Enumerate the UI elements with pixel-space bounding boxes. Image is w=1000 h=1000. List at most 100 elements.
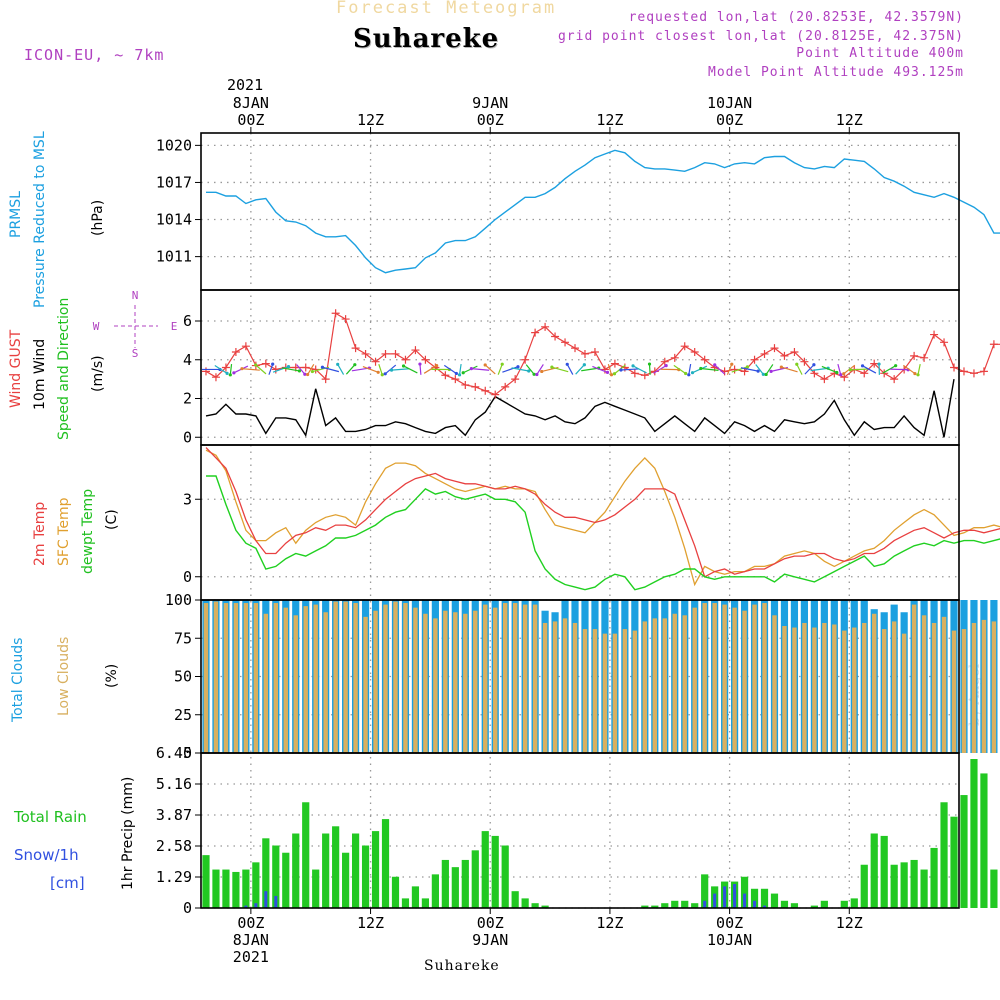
temp-2m-line <box>205 447 1000 578</box>
wind-arrow-head <box>913 371 917 376</box>
y-tick-label: 1.29 <box>156 868 192 886</box>
dewpt-temp-line <box>206 475 1000 591</box>
y-tick-label: 3.87 <box>156 806 192 824</box>
wind-direction-arrow <box>902 364 916 375</box>
wind-arrow-head <box>228 373 232 377</box>
rain-bar <box>481 831 489 908</box>
wind-direction-arrow <box>345 364 356 375</box>
wind-arrow-head <box>336 362 340 366</box>
low-cloud-bar <box>911 604 917 753</box>
wind-direction-arrow <box>229 363 233 375</box>
wind-direction-arrow <box>391 368 410 371</box>
wind-arrow-head <box>303 372 307 376</box>
wind-direction-arrow <box>419 363 422 375</box>
snow-bar <box>763 905 767 908</box>
wind-direction-arrow <box>821 365 838 374</box>
rain-bar <box>431 874 439 908</box>
wind-direction-arrow <box>796 364 803 375</box>
gust-marker <box>930 330 939 339</box>
wind-direction-arrow <box>592 365 608 373</box>
low-cloud-bar <box>433 618 438 753</box>
rain-bar <box>691 903 699 908</box>
wind-direction-arrow <box>688 363 692 375</box>
rain-bar <box>491 835 499 908</box>
snow-bar <box>703 900 707 908</box>
bottom-tick-label: 00Z 8JAN 2021 <box>232 914 269 966</box>
wind-direction-arrow <box>837 363 842 375</box>
wind-direction-arrow <box>566 364 574 375</box>
rain-bar <box>780 900 789 908</box>
rain-bar <box>521 898 529 908</box>
rain-bar <box>361 845 370 908</box>
gust-marker <box>870 359 879 368</box>
wind-arrow-head <box>376 370 380 374</box>
wind-arrow-head <box>535 372 539 377</box>
low-cloud-bar <box>682 615 687 753</box>
rain-bar <box>302 802 310 908</box>
top-year-label: 2021 <box>227 76 264 94</box>
chart-subtitle: Forecast Meteogram <box>336 0 557 18</box>
gust-marker <box>231 348 240 356</box>
low-cloud-bar <box>263 613 269 753</box>
y-tick-label: 25 <box>174 706 192 724</box>
wind-arrow-head <box>713 363 717 367</box>
compass-e: E <box>171 320 178 333</box>
gust-marker <box>421 355 430 364</box>
rain-bar <box>312 869 320 908</box>
wind-arrow-head <box>527 369 531 373</box>
gust-marker <box>381 349 390 358</box>
wind-direction-arrow <box>525 364 535 375</box>
rain-bar <box>940 802 948 908</box>
wind-direction-arrow <box>502 366 519 373</box>
rain-bar <box>391 876 400 908</box>
panel-3: 03 <box>183 490 959 586</box>
model-name: ICON-EU, ~ 7km <box>24 46 165 64</box>
wind-direction-arrow <box>620 368 639 371</box>
compass-n: N <box>132 289 139 302</box>
snow-bar <box>713 893 717 908</box>
rain-bar <box>272 845 280 908</box>
low-cloud-bar <box>233 603 239 753</box>
low-cloud-bar <box>323 612 328 753</box>
gust-marker <box>451 375 460 384</box>
wind-arrow-head <box>483 363 487 367</box>
low-cloud-bar <box>742 610 747 753</box>
wind-arrow-head <box>418 362 422 366</box>
wind-arrow-head <box>684 371 688 376</box>
wind-direction-arrow <box>575 364 585 375</box>
wind-direction-arrow <box>755 364 764 375</box>
top-tick-label: 12Z <box>835 111 863 129</box>
low-cloud-bar <box>333 601 338 753</box>
low-cloud-bar <box>712 603 717 753</box>
pressure-line <box>206 149 1000 274</box>
rain-bar <box>222 869 230 908</box>
rain-bar <box>681 900 689 908</box>
wind-direction-arrow <box>458 363 462 375</box>
wind-arrow-head <box>254 363 258 367</box>
wind-direction-arrow <box>653 365 667 374</box>
low-cloud-bar <box>413 607 418 753</box>
y-tick-label: 1014 <box>156 211 192 229</box>
rain-bar <box>401 898 410 908</box>
y-tick-label: 0 <box>183 568 192 586</box>
snow-bar <box>733 883 737 908</box>
gust-marker <box>571 344 580 353</box>
low-cloud-bar <box>692 607 697 753</box>
gust-marker <box>630 369 639 378</box>
low-cloud-bar <box>522 604 528 753</box>
low-cloud-bar <box>752 604 757 753</box>
y-tick-label: 2 <box>183 390 192 408</box>
rain-bar <box>501 845 509 908</box>
gust-marker <box>491 390 500 399</box>
gust-marker <box>441 371 450 380</box>
wind-arrow-head <box>687 373 691 377</box>
gust-marker <box>580 349 589 358</box>
wind-arrow-head <box>842 372 846 376</box>
low-cloud-bar <box>921 615 927 753</box>
footer-location: Suhareke <box>424 958 500 974</box>
rain-bar <box>531 903 539 908</box>
rain-bar <box>920 869 928 908</box>
wind-direction-arrow <box>581 367 599 372</box>
wind-direction-arrow <box>484 364 496 375</box>
rain-bar <box>461 859 469 908</box>
